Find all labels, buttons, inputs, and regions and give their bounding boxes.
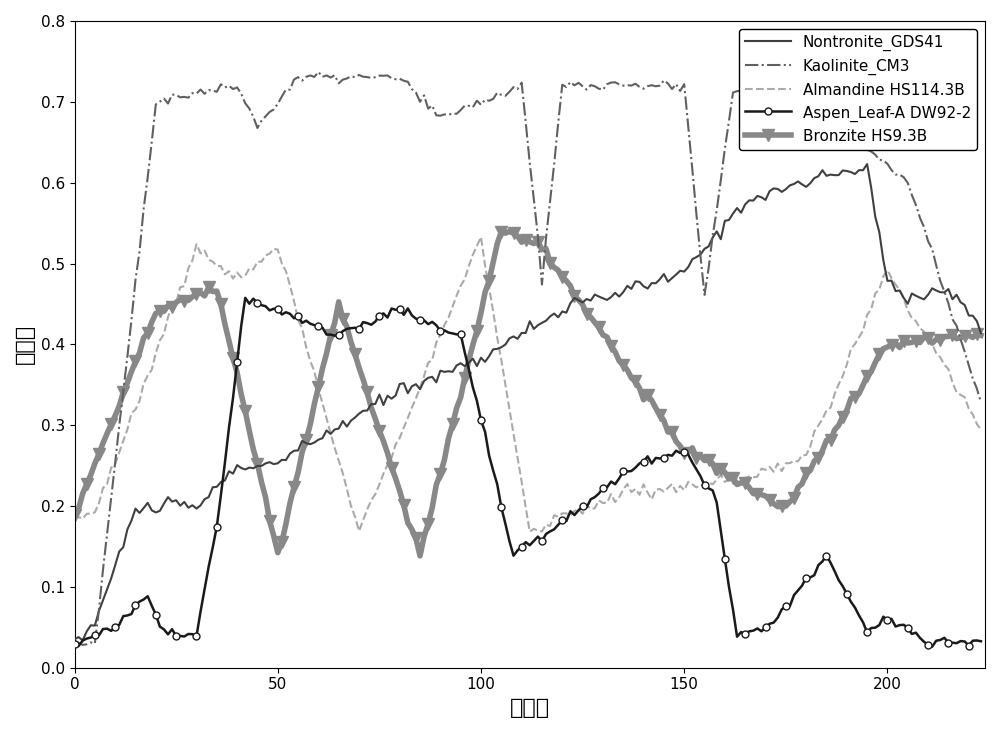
- Almandine HS114.3B: [150, 349, 162, 358]
- Almandine HS114.3B: [560, 509, 572, 517]
- Aspen_Leaf-A DW92-2: [239, 293, 251, 302]
- Line: Aspen_Leaf-A DW92-2: Aspen_Leaf-A DW92-2: [71, 295, 984, 650]
- Line: Kaolinite_CM3: Kaolinite_CM3: [75, 72, 981, 645]
- Line: Almandine HS114.3B: Almandine HS114.3B: [75, 237, 981, 531]
- Bronzite HS9.3B: [975, 331, 987, 339]
- Aspen_Leaf-A DW92-2: [150, 610, 162, 619]
- Almandine HS114.3B: [138, 379, 150, 388]
- Bronzite HS9.3B: [268, 531, 280, 540]
- Bronzite HS9.3B: [414, 551, 426, 560]
- Kaolinite_CM3: [142, 173, 154, 182]
- Nontronite_GDS41: [556, 307, 568, 316]
- Kaolinite_CM3: [69, 638, 81, 647]
- Kaolinite_CM3: [560, 83, 572, 92]
- Kaolinite_CM3: [975, 398, 987, 407]
- X-axis label: 波段数: 波段数: [510, 698, 550, 718]
- Nontronite_GDS41: [975, 329, 987, 338]
- Nontronite_GDS41: [959, 301, 971, 309]
- Aspen_Leaf-A DW92-2: [272, 304, 284, 313]
- Almandine HS114.3B: [638, 480, 650, 489]
- Aspen_Leaf-A DW92-2: [69, 640, 81, 649]
- Kaolinite_CM3: [638, 84, 650, 93]
- Almandine HS114.3B: [524, 527, 536, 536]
- Kaolinite_CM3: [272, 100, 284, 108]
- Nontronite_GDS41: [69, 635, 81, 644]
- Kaolinite_CM3: [959, 347, 971, 356]
- Y-axis label: 反射率: 反射率: [15, 324, 35, 364]
- Nontronite_GDS41: [272, 459, 284, 468]
- Aspen_Leaf-A DW92-2: [975, 637, 987, 646]
- Legend: Nontronite_GDS41, Kaolinite_CM3, Almandine HS114.3B, Aspen_Leaf-A DW92-2, Bronzi: Nontronite_GDS41, Kaolinite_CM3, Almandi…: [739, 29, 977, 150]
- Bronzite HS9.3B: [560, 276, 572, 285]
- Nontronite_GDS41: [77, 636, 89, 645]
- Bronzite HS9.3B: [150, 309, 162, 317]
- Bronzite HS9.3B: [69, 510, 81, 519]
- Line: Nontronite_GDS41: Nontronite_GDS41: [75, 164, 981, 641]
- Almandine HS114.3B: [975, 425, 987, 434]
- Line: Bronzite HS9.3B: Bronzite HS9.3B: [69, 226, 986, 561]
- Almandine HS114.3B: [69, 509, 81, 518]
- Kaolinite_CM3: [154, 97, 166, 106]
- Bronzite HS9.3B: [138, 334, 150, 342]
- Nontronite_GDS41: [142, 498, 154, 507]
- Aspen_Leaf-A DW92-2: [138, 595, 150, 604]
- Nontronite_GDS41: [154, 507, 166, 515]
- Almandine HS114.3B: [959, 393, 971, 402]
- Bronzite HS9.3B: [495, 227, 507, 236]
- Nontronite_GDS41: [634, 278, 646, 287]
- Nontronite_GDS41: [861, 160, 873, 169]
- Aspen_Leaf-A DW92-2: [556, 516, 568, 525]
- Almandine HS114.3B: [268, 244, 280, 253]
- Aspen_Leaf-A DW92-2: [634, 459, 646, 468]
- Bronzite HS9.3B: [638, 395, 650, 404]
- Almandine HS114.3B: [475, 232, 487, 241]
- Bronzite HS9.3B: [959, 332, 971, 341]
- Kaolinite_CM3: [77, 641, 89, 649]
- Aspen_Leaf-A DW92-2: [959, 637, 971, 646]
- Kaolinite_CM3: [312, 67, 324, 76]
- Aspen_Leaf-A DW92-2: [926, 642, 938, 651]
